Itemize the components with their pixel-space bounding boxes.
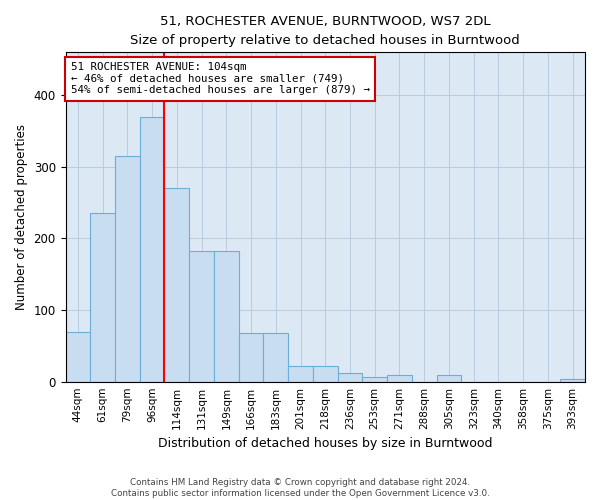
Bar: [140, 117, 164, 382]
Bar: [189, 250, 214, 382]
Bar: [90, 214, 115, 382]
X-axis label: Distribution of detached houses by size in Burntwood: Distribution of detached houses by size …: [158, 437, 493, 450]
Bar: [437, 374, 461, 382]
Bar: [164, 188, 189, 382]
Text: Contains HM Land Registry data © Crown copyright and database right 2024.
Contai: Contains HM Land Registry data © Crown c…: [110, 478, 490, 498]
Bar: [387, 374, 412, 382]
Bar: [288, 366, 313, 382]
Bar: [115, 156, 140, 382]
Bar: [362, 378, 387, 382]
Text: 51 ROCHESTER AVENUE: 104sqm
← 46% of detached houses are smaller (749)
54% of se: 51 ROCHESTER AVENUE: 104sqm ← 46% of det…: [71, 62, 370, 96]
Title: 51, ROCHESTER AVENUE, BURNTWOOD, WS7 2DL
Size of property relative to detached h: 51, ROCHESTER AVENUE, BURNTWOOD, WS7 2DL…: [130, 15, 520, 47]
Bar: [313, 366, 338, 382]
Bar: [214, 250, 239, 382]
Bar: [65, 332, 90, 382]
Y-axis label: Number of detached properties: Number of detached properties: [15, 124, 28, 310]
Bar: [560, 379, 585, 382]
Bar: [263, 333, 288, 382]
Bar: [338, 373, 362, 382]
Bar: [239, 333, 263, 382]
